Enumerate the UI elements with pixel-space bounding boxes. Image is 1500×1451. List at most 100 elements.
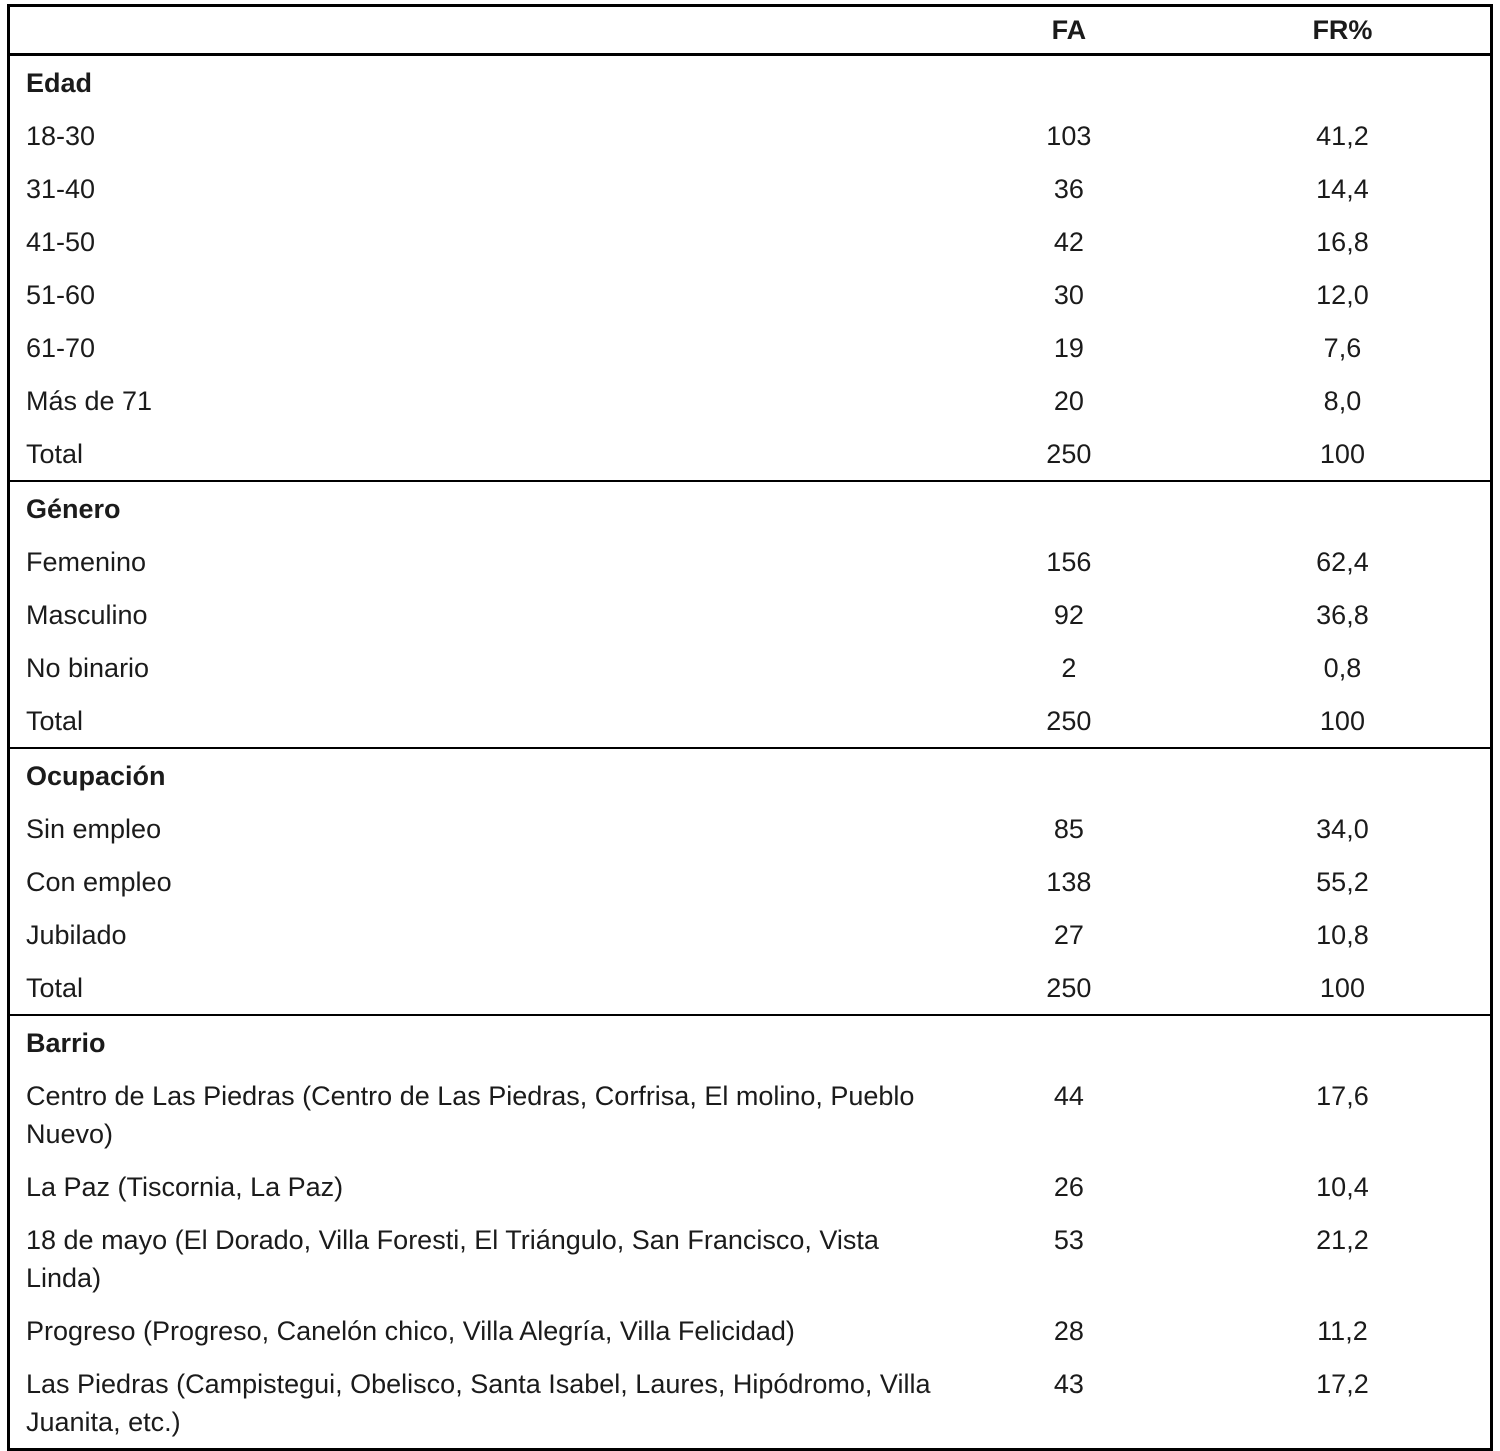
table-row: La Paz (Tiscornia, La Paz) 26 10,4 [9,1160,1492,1213]
row-fa-value: 85 [1053,814,1084,844]
row-fr-value: 100 [1319,439,1365,469]
row-label: 31-40 [26,174,96,204]
row-fa-value: 42 [1053,227,1084,257]
row-label: 18-30 [26,121,96,151]
table-row: Las Piedras (Campistegui, Obelisco, Sant… [9,1357,1492,1450]
section-title: Género [26,494,121,524]
table-row: Masculino 92 36,8 [9,588,1492,641]
row-fr-value: 11,2 [1317,1316,1368,1346]
row-fr-value: 55,2 [1316,867,1369,897]
empty-cell [1195,481,1492,535]
table-row: Progreso (Progreso, Canelón chico, Villa… [9,1304,1492,1357]
row-fa-value: 92 [1053,600,1084,630]
row-label: Con empleo [26,867,172,897]
row-fr-value: 12,0 [1316,280,1369,310]
row-label: Jubilado [26,920,127,950]
row-fa-value: 250 [1046,973,1092,1003]
section-title: Barrio [26,1028,106,1058]
row-fr-value: 8,0 [1323,386,1362,416]
row-label: Progreso (Progreso, Canelón chico, Villa… [26,1316,795,1346]
row-fr-value: 100 [1319,706,1365,736]
row-label: Sin empleo [26,814,162,844]
row-fa-value: 28 [1053,1316,1084,1346]
col-header-fa: FA [942,5,1195,56]
table-head: FA FR% [8,5,1492,56]
section-header-row: Edad [9,55,1492,110]
section-ocupacion: Ocupación Sin empleo 85 34,0 Con empleo … [8,748,1492,1015]
row-fr-value: 0,8 [1323,653,1362,683]
table-row: 41-50 42 16,8 [9,215,1492,268]
section-title: Edad [26,68,93,98]
frequency-table: FA FR% Edad 18-30 103 41,2 31-40 36 14,4… [7,4,1493,1451]
row-fa-value: 53 [1053,1225,1084,1255]
row-fr-value: 100 [1319,973,1365,1003]
row-label: 51-60 [26,280,96,310]
section-barrio: Barrio Centro de Las Piedras (Centro de … [8,1015,1492,1450]
table-row: No binario 2 0,8 [9,641,1492,694]
empty-cell [943,55,1195,110]
row-fr-value: 41,2 [1316,121,1369,151]
row-fr-value: 36,8 [1316,600,1369,630]
row-label: 18 de mayo (El Dorado, Villa Foresti, El… [26,1225,879,1293]
total-row: Total 250 100 [9,961,1492,1015]
row-label: Centro de Las Piedras (Centro de Las Pie… [26,1081,915,1149]
row-label: La Paz (Tiscornia, La Paz) [26,1172,344,1202]
table-row: 18-30 103 41,2 [9,109,1492,162]
row-fr-value: 16,8 [1316,227,1369,257]
row-label: Masculino [26,600,148,630]
row-fa-value: 27 [1053,920,1084,950]
row-fa-value: 156 [1046,547,1092,577]
row-fr-value: 7,6 [1323,333,1362,363]
row-fa-value: 250 [1046,706,1092,736]
row-fr-value: 10,8 [1316,920,1369,950]
row-label: 61-70 [26,333,96,363]
total-row: Total 250 100 [9,427,1492,481]
section-header-row: Ocupación [9,748,1492,802]
row-fa-value: 30 [1053,280,1084,310]
row-fa-value: 26 [1053,1172,1084,1202]
row-fr-value: 62,4 [1316,547,1369,577]
row-fr-value: 21,2 [1316,1225,1369,1255]
table-row: Jubilado 27 10,8 [9,908,1492,961]
table-row: Sin empleo 85 34,0 [9,802,1492,855]
row-label: Las Piedras (Campistegui, Obelisco, Sant… [26,1369,931,1437]
col-header-fr: FR% [1194,5,1492,56]
row-fr-value: 14,4 [1316,174,1369,204]
total-row: Total 250 100 [9,694,1492,748]
section-edad: Edad 18-30 103 41,2 31-40 36 14,4 41-50 … [8,54,1492,482]
table-row: 18 de mayo (El Dorado, Villa Foresti, El… [9,1213,1492,1304]
empty-cell [1195,748,1492,802]
empty-cell [943,748,1195,802]
table-row: Femenino 156 62,4 [9,535,1492,588]
table-row: Con empleo 138 55,2 [9,855,1492,908]
row-label: Femenino [26,547,147,577]
section-header-row: Género [9,481,1492,535]
row-label: Total [26,973,84,1003]
row-fa-value: 138 [1046,867,1092,897]
col-header-empty [8,5,943,56]
row-fa-value: 44 [1053,1081,1084,1111]
table-row: Centro de Las Piedras (Centro de Las Pie… [9,1069,1492,1160]
table-row: 61-70 19 7,6 [9,321,1492,374]
row-fa-value: 2 [1061,653,1077,683]
empty-cell [1195,1015,1492,1069]
row-fa-value: 20 [1053,386,1084,416]
row-fr-value: 10,4 [1316,1172,1369,1202]
row-fr-value: 34,0 [1316,814,1369,844]
empty-cell [943,1015,1195,1069]
section-header-row: Barrio [9,1015,1492,1069]
table-row: 31-40 36 14,4 [9,162,1492,215]
row-fa-value: 43 [1053,1369,1084,1399]
table-row: 51-60 30 12,0 [9,268,1492,321]
row-label: No binario [26,653,150,683]
row-fa-value: 103 [1046,121,1092,151]
table-row: Más de 71 20 8,0 [9,374,1492,427]
row-label: Más de 71 [26,386,153,416]
header-row: FA FR% [8,5,1492,56]
row-label: Total [26,706,84,736]
empty-cell [943,481,1195,535]
row-fr-value: 17,6 [1316,1081,1369,1111]
section-genero: Género Femenino 156 62,4 Masculino 92 36… [8,481,1492,748]
row-label: 41-50 [26,227,96,257]
